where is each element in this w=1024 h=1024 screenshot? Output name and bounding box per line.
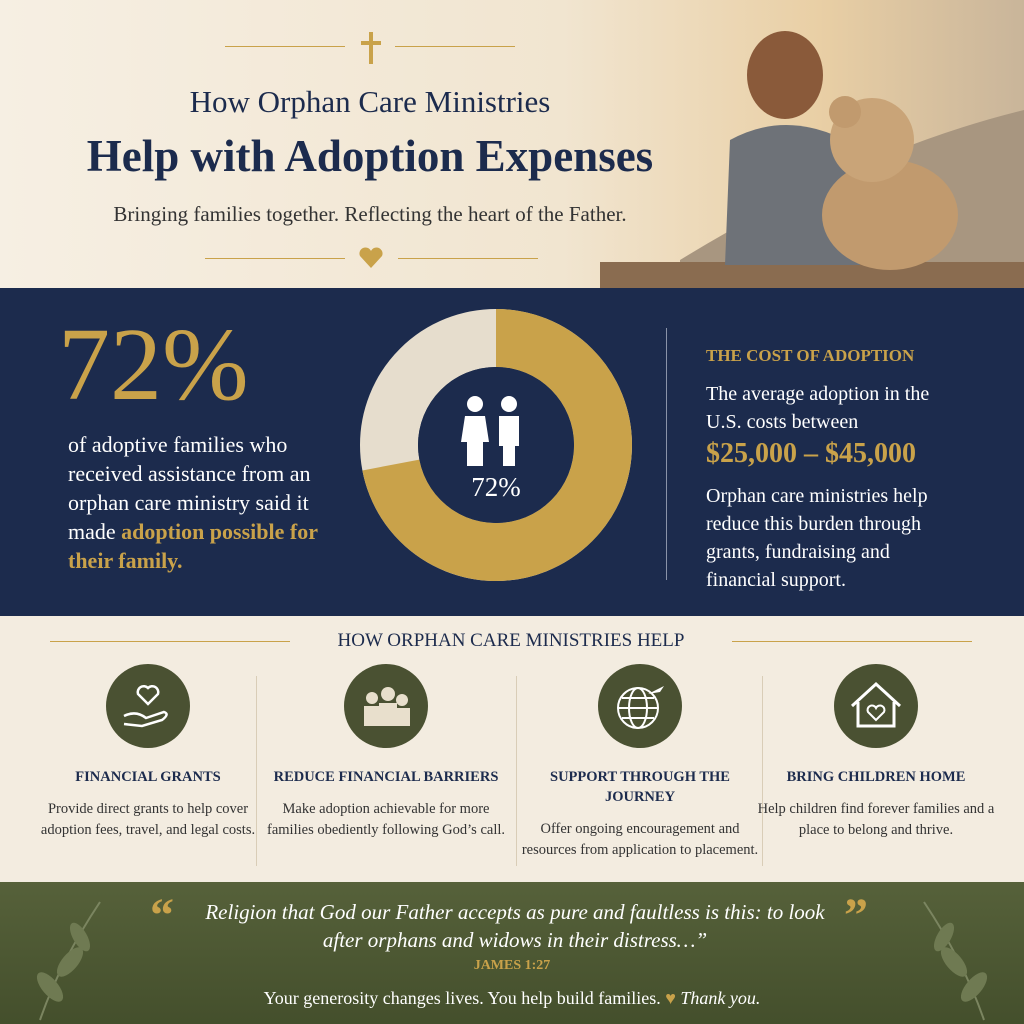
help-item: BRING CHILDREN HOME Help children find f…	[756, 664, 996, 841]
leaf-decoration	[923, 901, 988, 1021]
donut-center	[418, 367, 574, 523]
grant-icon	[106, 664, 190, 748]
stat-band: 72% of adoptive families who received as…	[0, 288, 1024, 616]
cost-intro: The average adoption in the U.S. costs b…	[706, 383, 930, 433]
quote-section: “ ” Religion that God our Father accepts…	[0, 882, 1024, 1024]
title-line2: Help with Adoption Expenses	[86, 131, 654, 181]
cost-heading: THE COST OF ADOPTION	[706, 346, 915, 365]
family-icon	[461, 396, 519, 466]
help-heading: HOW ORPHAN CARE MINISTRIES HELP	[337, 630, 685, 651]
divider	[205, 258, 345, 259]
divider	[395, 46, 515, 47]
item-text: Make adoption achievable for more famili…	[267, 801, 505, 838]
item-title: REDUCE FINANCIAL BARRIERS	[273, 769, 499, 785]
stat-highlight: adoption possible for their family.	[68, 519, 318, 573]
help-item: REDUCE FINANCIAL BARRIERS Make adoption …	[266, 664, 506, 841]
home-icon	[834, 664, 918, 748]
stat-text: of adoptive families who received assist…	[68, 430, 338, 575]
quote-reference: JAMES 1:27	[473, 958, 551, 973]
divider	[256, 676, 257, 866]
cost-range: $25,000 – $45,000	[706, 438, 916, 469]
divider	[398, 258, 538, 259]
item-title: FINANCIAL GRANTS	[75, 769, 221, 785]
title-line1: How Orphan Care Ministries	[189, 84, 551, 119]
quote-mark: ”	[844, 889, 868, 942]
subtitle: Bringing families together. Reflecting t…	[113, 202, 627, 226]
item-title: SUPPORT THROUGH THE JOURNEY	[550, 769, 730, 805]
divider	[732, 641, 972, 642]
globe-icon	[598, 664, 682, 748]
divider	[762, 676, 763, 866]
people-icon	[344, 664, 428, 748]
cost-body: Orphan care ministries help reduce this …	[706, 485, 928, 591]
donut-label: 72%	[471, 472, 521, 502]
heart-icon	[359, 247, 383, 268]
header-photo	[600, 31, 1024, 288]
thanks: Thank you.	[680, 988, 761, 1008]
help-section: HOW ORPHAN CARE MINISTRIES HELP	[0, 616, 1024, 882]
help-item: FINANCIAL GRANTS Provide direct grants t…	[28, 664, 268, 841]
item-text: Help children find forever families and …	[757, 801, 995, 838]
donut-segment	[362, 309, 632, 581]
closing: Your generosity changes lives. You help …	[100, 988, 924, 1009]
divider	[516, 676, 517, 866]
stat-big: 72%	[58, 307, 249, 422]
quote-mark: “	[150, 889, 174, 942]
header: How Orphan Care Ministries Help with Ado…	[0, 0, 1024, 288]
leaf-decoration	[36, 901, 101, 1021]
donut-chart: 72%	[360, 309, 632, 581]
heart-icon: ♥	[665, 988, 676, 1008]
closing-text: Your generosity changes lives. You help …	[263, 988, 661, 1008]
divider	[50, 641, 290, 642]
help-item: SUPPORT THROUGH THE JOURNEY Offer ongoin…	[520, 664, 760, 861]
cross-icon	[361, 32, 381, 64]
item-text: Provide direct grants to help cover adop…	[40, 801, 256, 838]
stat-description: of adoptive families who received assist…	[68, 432, 311, 544]
divider	[225, 46, 345, 47]
quote-text: Religion that God our Father accepts as …	[205, 900, 825, 952]
divider	[666, 328, 667, 580]
item-text: Offer ongoing encouragement and resource…	[521, 821, 759, 858]
item-title: BRING CHILDREN HOME	[786, 769, 966, 785]
